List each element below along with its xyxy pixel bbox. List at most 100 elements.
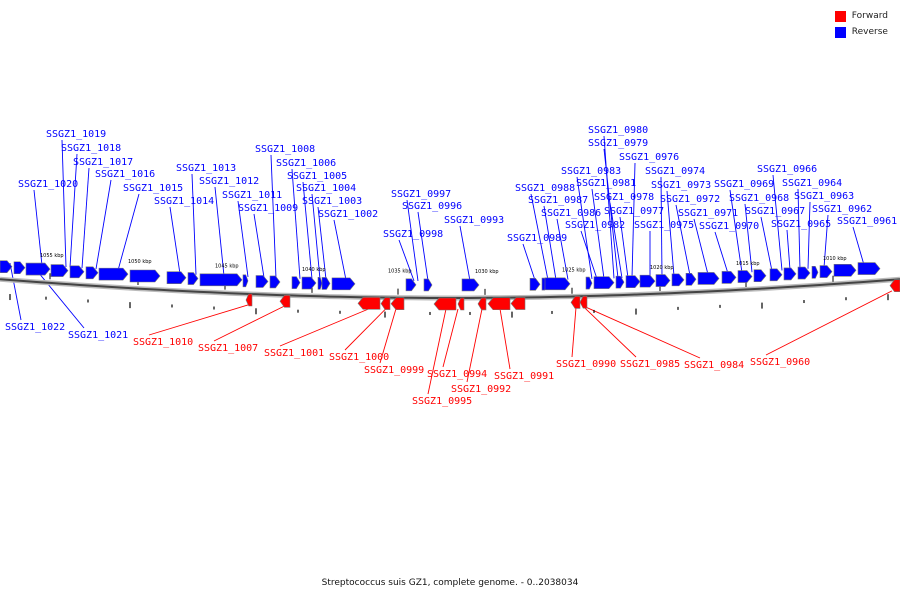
leader-line — [772, 174, 783, 271]
leader-line — [619, 216, 629, 278]
leader-line — [302, 181, 313, 280]
gene-label: SSGZ1_1020 — [18, 179, 78, 190]
reverse-gene-arrow — [199, 273, 243, 287]
gene-label: SSGZ1_0987 — [528, 195, 588, 206]
leader-line — [279, 307, 371, 347]
leader-line — [603, 135, 615, 279]
scale-label: 1045 kbp — [215, 264, 239, 270]
reverse-gene-arrow — [697, 272, 720, 285]
gene-label: SSGZ1_0969 — [714, 179, 774, 190]
gene-label: SSGZ1_0976 — [619, 152, 679, 163]
reverse-gene-arrow — [769, 268, 783, 282]
leader-line — [169, 206, 181, 274]
leader-line — [585, 306, 701, 359]
reverse-gene-arrow — [585, 276, 593, 290]
forward-gene-arrow — [579, 295, 588, 309]
reverse-gene-arrow — [857, 262, 881, 275]
forward-swatch — [834, 10, 846, 22]
gene-label: SSGZ1_0971 — [678, 208, 738, 219]
genome-caption: Streptococcus suis GZ1, complete genome.… — [321, 578, 579, 588]
leader-line — [744, 203, 753, 273]
gene-label: SSGZ1_0982 — [565, 220, 625, 231]
leader-line — [69, 153, 78, 268]
leader-line — [631, 162, 636, 278]
reverse-gene-arrow — [833, 263, 857, 277]
leader-line — [786, 229, 791, 270]
leader-line — [765, 290, 893, 356]
forward-gene-arrow — [889, 279, 900, 292]
leader-line — [237, 200, 249, 278]
leader-line — [213, 305, 285, 342]
reverse-gene-arrow — [671, 273, 685, 287]
scale-label: 1040 kbp — [302, 267, 326, 273]
gene-label: SSGZ1_1018 — [61, 143, 121, 154]
reverse-gene-arrow — [593, 276, 615, 289]
gene-label: SSGZ1_1001 — [264, 348, 324, 359]
leader-line — [291, 168, 301, 279]
leader-line — [459, 225, 471, 282]
scale-label: 1015 kbp — [736, 261, 760, 267]
gene-label: SSGZ1_0967 — [745, 206, 805, 217]
gene-label: SSGZ1_0992 — [451, 384, 511, 395]
reverse-gene-arrow — [166, 271, 187, 285]
leader-line — [379, 308, 397, 364]
gene-label: SSGZ1_0981 — [576, 178, 636, 189]
gene-label: SSGZ1_0983 — [561, 166, 621, 177]
gene-label: SSGZ1_0962 — [812, 204, 872, 215]
leader-line — [466, 308, 483, 383]
reverse-gene-arrow — [85, 266, 99, 280]
leader-line — [580, 230, 598, 279]
leader-line — [317, 206, 327, 280]
leader-line — [571, 307, 577, 358]
gene-label: SSGZ1_1005 — [287, 171, 347, 182]
legend: Forward Reverse — [834, 8, 888, 40]
leader-line — [556, 218, 569, 280]
reverse-gene-arrow — [461, 278, 480, 292]
forward-gene-arrow — [510, 297, 526, 310]
leader-line — [760, 216, 773, 272]
reverse-gene-arrow — [529, 277, 541, 291]
reverse-gene-arrow — [242, 274, 249, 288]
scale-label: 1020 kbp — [650, 265, 674, 271]
gene-label: SSGZ1_0979 — [588, 138, 648, 149]
forward-gene-arrows — [245, 279, 900, 311]
gene-label: SSGZ1_0986 — [541, 208, 601, 219]
reverse-gene-arrow — [797, 266, 811, 280]
legend-forward: Forward — [834, 8, 888, 24]
gene-label: SSGZ1_1003 — [302, 196, 362, 207]
gene-label: SSGZ1_1002 — [318, 209, 378, 220]
gene-label: SSGZ1_1000 — [329, 352, 389, 363]
gene-label: SSGZ1_1009 — [238, 203, 298, 214]
gene-label: SSGZ1_0968 — [729, 193, 789, 204]
forward-gene-arrow — [570, 296, 581, 309]
leader-line — [442, 308, 459, 368]
leader-line — [530, 193, 549, 281]
reverse-gene-arrow — [25, 262, 51, 276]
reverse-gene-arrow — [331, 277, 356, 291]
gene-label: SSGZ1_1021 — [68, 330, 128, 341]
leader-line — [214, 186, 225, 277]
leader-line — [591, 188, 605, 279]
gene-label: SSGZ1_0960 — [750, 357, 810, 368]
leader-line — [33, 189, 43, 266]
leader-line — [693, 218, 709, 275]
leader-line — [522, 243, 536, 281]
reverse-gene-arrow — [187, 272, 199, 285]
leader-line — [543, 205, 557, 280]
legend-reverse: Reverse — [834, 24, 888, 40]
leader-line — [81, 167, 90, 269]
gene-label: SSGZ1_1015 — [123, 183, 183, 194]
gene-label: SSGZ1_0978 — [594, 192, 654, 203]
leader-line — [823, 214, 829, 268]
reverse-gene-arrow — [655, 274, 671, 287]
reverse-gene-arrow — [783, 267, 797, 281]
gene-label: SSGZ1_0996 — [402, 201, 462, 212]
leader-line — [270, 154, 277, 279]
leader-line — [344, 308, 387, 351]
reverse-gene-arrow — [129, 269, 161, 283]
leader-line — [852, 226, 865, 266]
gene-label: SSGZ1_0964 — [782, 178, 842, 189]
leader-line — [61, 139, 67, 268]
